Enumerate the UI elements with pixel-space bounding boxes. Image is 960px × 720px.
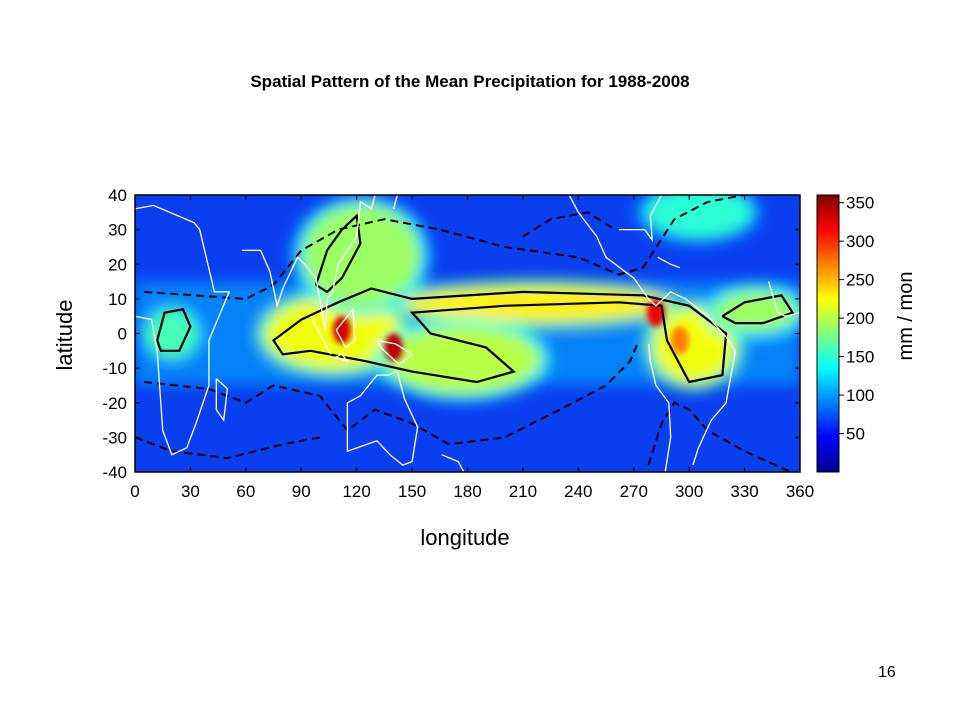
x-tick-label: 240: [564, 482, 592, 501]
coastline-14: [392, 195, 398, 209]
y-tick-label: -30: [102, 428, 127, 447]
contour-solid-1: [721, 294, 795, 325]
colorbar-ticks: 350 300 250 200 150 100 50: [839, 194, 874, 444]
y-tick-label: -10: [102, 359, 127, 378]
colorbar: [816, 194, 840, 473]
y-axis-label: latitude: [52, 300, 77, 371]
maxima-layer: [332, 298, 689, 362]
contour-dashed-3: [135, 436, 320, 460]
coastline-layer: [135, 195, 800, 472]
coastline-12: [657, 256, 681, 269]
coastline-3: [309, 315, 332, 355]
precip-core-6: [714, 290, 799, 332]
contour-dashed-1: [144, 343, 639, 446]
slide-title: Spatial Pattern of the Mean Precipitatio…: [250, 72, 690, 91]
precip-core-5: [302, 204, 421, 307]
x-tick-label: 360: [786, 482, 814, 501]
contour-dashed-0: [144, 195, 745, 300]
x-tick-label: 90: [292, 482, 311, 501]
axis-ticks: 0 30 60 90 120 150 180 210 240 270 300 330 360 40 30 20…: [102, 186, 814, 501]
coastline-6: [376, 339, 414, 366]
page-number: 16: [878, 664, 896, 681]
coastline-13: [767, 281, 800, 317]
contour-dashed-4: [522, 211, 616, 238]
colorbar-tick-label: 150: [846, 348, 874, 367]
contour-dashed-2: [647, 401, 792, 472]
coastline-2: [242, 195, 376, 331]
x-tick-label: 210: [509, 482, 537, 501]
y-tick-label: 20: [108, 255, 127, 274]
x-tick-label: 330: [730, 482, 758, 501]
contour-solid-2: [156, 308, 192, 352]
contour-solid-0: [272, 287, 728, 384]
precip-maximum-3: [670, 326, 689, 355]
x-tick-label: 270: [620, 482, 648, 501]
y-tick-label: -40: [102, 463, 127, 482]
x-tick-label: 120: [342, 482, 370, 501]
colorbar-tick-label: 300: [846, 232, 874, 251]
y-tick-label: -20: [102, 394, 127, 413]
coastline-5: [335, 307, 356, 349]
x-tick-label: 300: [675, 482, 703, 501]
precip-maximum-1: [384, 333, 403, 362]
precip-core-7: [644, 195, 753, 238]
precip-core-2: [385, 325, 541, 394]
colorbar-tick-label: 50: [846, 425, 865, 444]
plot-area: [135, 195, 800, 472]
coastline-0: [135, 204, 231, 456]
coastline-9: [568, 195, 736, 466]
y-tick-label: 30: [108, 221, 127, 240]
coastline-4: [334, 353, 350, 363]
contour-solid-3: [314, 213, 362, 294]
x-axis-label: longitude: [420, 525, 509, 550]
x-tick-label: 0: [130, 482, 139, 501]
x-tick-label: 150: [398, 482, 426, 501]
colorbar-tick-label: 100: [846, 386, 874, 405]
y-tick-label: 0: [118, 325, 127, 344]
colorbar-label: mm / mon: [895, 272, 917, 361]
colorbar-tick-label: 250: [846, 271, 874, 290]
y-tick-label: 40: [108, 186, 127, 205]
x-tick-label: 60: [236, 482, 255, 501]
y-tick-label: 10: [108, 290, 127, 309]
coastline-1: [215, 378, 229, 422]
coastline-7: [346, 370, 419, 466]
colorbar-tick-label: 350: [846, 194, 874, 213]
coastline-8: [441, 454, 465, 472]
x-tick-label: 180: [453, 482, 481, 501]
colorbar-tick-label: 200: [846, 309, 874, 328]
coastline-10: [647, 343, 672, 472]
coastline-11: [619, 195, 663, 243]
contour-layer: [135, 195, 795, 472]
precip-maximum-0: [332, 316, 351, 345]
x-tick-label: 30: [181, 482, 200, 501]
